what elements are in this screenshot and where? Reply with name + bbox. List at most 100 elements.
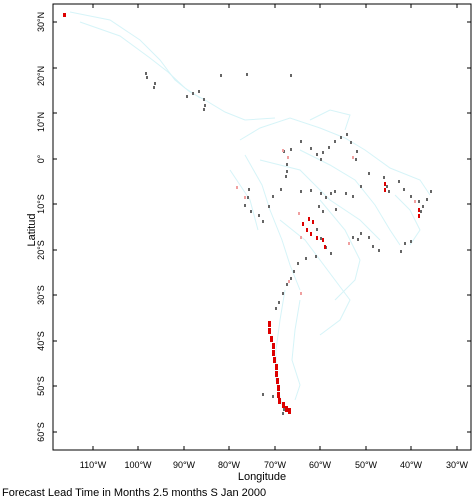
forecast-pixel <box>356 150 358 153</box>
forecast-pixel <box>422 205 424 208</box>
forecast-pixel <box>398 180 400 183</box>
lon-tick-label: 110°W <box>80 460 107 470</box>
lat-tick-label: 30°S <box>36 285 46 305</box>
forecast-pixel <box>320 192 322 195</box>
lat-tick-label: 30°N <box>36 12 46 32</box>
forecast-pixel <box>146 76 148 79</box>
land-texture-stroke <box>291 299 301 401</box>
y-axis-title: Latitud <box>26 213 38 246</box>
forecast-pixel <box>418 200 420 203</box>
forecast-pixel <box>285 175 287 178</box>
forecast-pixel <box>278 301 280 304</box>
axis-ticks <box>53 4 471 450</box>
forecast-pixel <box>386 185 388 188</box>
forecast-pixel <box>272 343 275 349</box>
forecast-pixel <box>277 392 280 398</box>
forecast-pixel <box>420 210 422 213</box>
forecast-pixel <box>203 108 205 111</box>
lat-tick-label: 50°S <box>36 376 46 396</box>
lat-tick-label: 10°N <box>36 112 46 132</box>
lat-tick-label: 40°S <box>36 331 46 351</box>
lat-tick-label: 0° <box>36 154 46 163</box>
forecast-pixel <box>186 95 188 98</box>
forecast-pixel <box>348 242 350 245</box>
forecast-pixel <box>258 214 260 217</box>
forecast-pixel <box>250 210 252 213</box>
forecast-pixel <box>282 402 285 408</box>
forecast-pixel <box>318 205 320 208</box>
forecast-pixel <box>145 72 147 75</box>
forecast-pixel <box>282 149 284 152</box>
land-texture-stroke <box>319 199 361 301</box>
forecast-pixel <box>244 196 246 199</box>
lat-tick-label: 20°N <box>36 66 46 86</box>
forecast-pixel <box>418 214 420 218</box>
forecast-pixel <box>293 270 295 273</box>
lat-tick-labels: 30°N 20°N 10°N 0° 10°S 20°S 30°S 40°S 50… <box>36 12 46 442</box>
forecast-pixel <box>345 192 347 195</box>
forecast-pixel <box>297 262 299 265</box>
forecast-pixel <box>360 232 362 235</box>
forecast-pixel <box>330 252 332 255</box>
forecast-pixel <box>300 140 302 143</box>
forecast-pixel <box>273 357 276 363</box>
forecast-pixel <box>272 395 274 398</box>
forecast-pixel <box>248 188 250 191</box>
forecast-pixel <box>287 156 289 159</box>
forecast-pixel <box>153 86 155 89</box>
forecast-pixel <box>316 153 318 156</box>
forecast-pixel <box>305 257 307 260</box>
lat-tick-label: 10°S <box>36 194 46 214</box>
forecast-pixel <box>310 232 312 236</box>
land-texture-stroke <box>259 159 381 241</box>
forecast-pixel <box>277 385 280 391</box>
forecast-pixel <box>308 217 310 221</box>
forecast-pixel <box>286 163 288 166</box>
forecast-pixel <box>300 190 302 193</box>
forecast-pixel <box>262 393 264 396</box>
forecast-pixel <box>315 255 317 258</box>
land-texture-stroke <box>239 117 431 196</box>
forecast-pixel <box>325 196 327 199</box>
forecast-pixel <box>330 192 332 195</box>
lat-tick-label: 20°S <box>36 240 46 260</box>
forecast-pixel <box>154 82 156 85</box>
forecast-pixel <box>350 141 352 144</box>
forecast-pixel <box>418 208 420 212</box>
forecast-pixel <box>192 92 194 95</box>
land-texture-stroke <box>299 149 401 246</box>
forecast-pixel <box>372 245 374 248</box>
forecast-pixel <box>346 133 348 136</box>
forecast-pixel <box>290 148 292 151</box>
x-axis-title: Longitude <box>238 471 286 483</box>
forecast-pixel <box>288 408 291 414</box>
forecast-pixel <box>272 195 274 198</box>
forecast-pixel <box>290 277 292 280</box>
forecast-pixel <box>275 307 277 310</box>
forecast-pixel <box>298 212 300 215</box>
forecast-pixel <box>360 185 362 188</box>
lon-tick-label: 90°W <box>173 460 196 470</box>
forecast-pixel <box>352 156 354 159</box>
lon-tick-label: 40°W <box>400 460 423 470</box>
forecast-pixel <box>352 236 354 239</box>
land-texture <box>69 11 431 406</box>
caption: Forecast Lead Time in Months 2.5 months … <box>2 487 267 499</box>
forecast-pixel <box>316 228 318 231</box>
forecast-pixel <box>310 147 312 150</box>
land-texture-stroke <box>244 154 301 291</box>
forecast-pixel <box>355 158 357 161</box>
land-texture-stroke <box>279 219 351 336</box>
forecast-pixel <box>282 412 284 415</box>
forecast-pixel <box>268 321 271 327</box>
forecast-pixel <box>410 240 412 243</box>
forecast-pixel <box>283 408 285 411</box>
lon-tick-label: 30°W <box>446 460 469 470</box>
forecast-pixel <box>400 250 402 253</box>
forecast-pixel <box>388 190 390 193</box>
forecast-pixel <box>285 406 288 412</box>
forecast-pixel <box>204 104 206 107</box>
forecast-pixel <box>262 220 264 223</box>
forecast-pixel <box>310 189 312 192</box>
lon-tick-label: 70°W <box>264 460 287 470</box>
